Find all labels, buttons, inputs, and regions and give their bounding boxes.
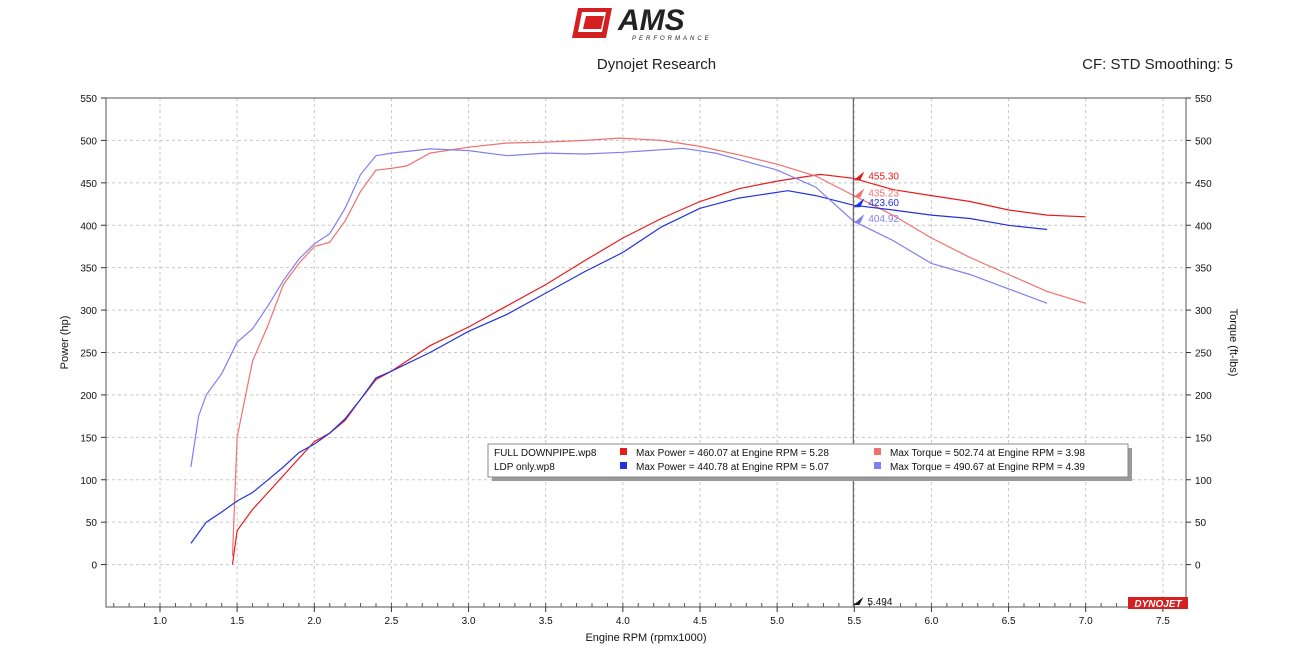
x-tick-label: 5.5: [847, 616, 861, 627]
legend-torque-text: Max Torque = 502.74 at Engine RPM = 3.98: [890, 448, 1085, 459]
y2-tick-label: 0: [1195, 561, 1201, 572]
cursor-rpm-label: 5.494: [867, 597, 892, 608]
svg-text:PERFORMANCE: PERFORMANCE: [632, 36, 712, 42]
y-tick-label: 50: [86, 518, 98, 529]
cursor-readout-label: 404.92: [868, 214, 899, 225]
ams-performance-logo: AMS PERFORMANCE: [572, 4, 712, 42]
cursor-rpm-marker: [853, 597, 864, 605]
cursor-readout-label: 423.60: [868, 198, 899, 209]
x-tick-label: 2.0: [307, 616, 321, 627]
x-tick-label: 4.0: [616, 616, 630, 627]
legend-power-swatch: [620, 462, 627, 469]
y-tick-label: 400: [80, 221, 97, 232]
grid: [106, 97, 1186, 607]
series-full-downpipe-torque-line: [231, 137, 1086, 557]
x-tick-label: 5.0: [770, 616, 784, 627]
x-tick-label: 6.0: [924, 616, 938, 627]
series-ldp-only-power-line: [190, 190, 1048, 544]
y-axis-title: Power (hp): [59, 316, 71, 370]
series-lines: [190, 137, 1086, 565]
legend: FULL DOWNPIPE.wp8 Max Power = 460.07 at E…: [487, 443, 1132, 481]
y-tick-label: 300: [80, 306, 97, 317]
legend-torque-text: Max Torque = 490.67 at Engine RPM = 4.39: [890, 462, 1085, 473]
x-tick-label: 2.5: [384, 616, 398, 627]
x-tick-label: 6.5: [1002, 616, 1016, 627]
x-tick-label: 3.5: [539, 616, 553, 627]
cf-smoothing-label: CF: STD Smoothing: 5: [1082, 56, 1233, 73]
y2-tick-label: 350: [1195, 264, 1212, 275]
y2-tick-label: 200: [1195, 391, 1212, 402]
y2-tick-label: 450: [1195, 179, 1212, 190]
svg-text:AMS: AMS: [617, 4, 685, 37]
cursor-readout-marker: [853, 171, 865, 181]
cursor-readout-marker: [853, 214, 865, 224]
y2-axis-title: Torque (ft-lbs): [1227, 309, 1239, 377]
y2-tick-label: 100: [1195, 476, 1212, 487]
series-ldp-only-torque-line: [190, 147, 1048, 468]
x-tick-label: 7.5: [1156, 616, 1170, 627]
legend-torque-swatch: [874, 448, 881, 455]
x-tick-label: 7.0: [1079, 616, 1093, 627]
y2-tick-label: 300: [1195, 306, 1212, 317]
legend-power-text: Max Power = 460.07 at Engine RPM = 5.28: [636, 448, 829, 459]
x-tick-label: 3.0: [462, 616, 476, 627]
chart-title: Dynojet Research: [596, 56, 717, 73]
y-tick-label: 250: [80, 349, 97, 360]
y-tick-label: 350: [80, 264, 97, 275]
cursor-readout-label: 435.23: [868, 188, 899, 199]
cursor-readout-label: 455.30: [868, 171, 899, 182]
x-tick-label: 1.5: [230, 616, 244, 627]
y2-tick-label: 500: [1195, 136, 1212, 147]
y-tick-label: 550: [80, 94, 97, 105]
y-tick-label: 150: [80, 433, 97, 444]
cursor-readout-marker: [853, 188, 865, 198]
legend-power-text: Max Power = 440.78 at Engine RPM = 5.07: [636, 462, 829, 473]
y2-tick-label: 250: [1195, 349, 1212, 360]
y-tick-label: 200: [80, 391, 97, 402]
y-tick-label: 500: [80, 136, 97, 147]
y2-tick-label: 400: [1195, 221, 1212, 232]
watermark-text: DYNOJET: [1134, 599, 1182, 610]
y2-tick-label: 550: [1195, 94, 1212, 105]
watermark-bg: [1128, 597, 1188, 609]
y2-tick-label: 150: [1195, 433, 1212, 444]
x-tick-label: 1.0: [153, 616, 167, 627]
x-axis-title: Engine RPM (rpmx1000): [585, 632, 706, 644]
legend-torque-swatch: [874, 462, 881, 469]
legend-power-swatch: [620, 448, 627, 455]
axis-ticks: 1.0 1.5 2.0 2.5 3.0 3.5 4.0 4.5 5.0 5.5 6.0 6.5 7.0 7…: [80, 94, 1212, 627]
legend-file-name: FULL DOWNPIPE.wp8: [494, 448, 597, 459]
x-tick-label: 4.5: [693, 616, 707, 627]
series-full-downpipe-power-line: [231, 173, 1086, 565]
y-tick-label: 100: [80, 476, 97, 487]
legend-box: [487, 443, 1129, 478]
y-tick-label: 450: [80, 179, 97, 190]
y-tick-label: 0: [91, 561, 97, 572]
y2-tick-label: 50: [1195, 518, 1207, 529]
cursor-readout-marker: [853, 198, 865, 208]
legend-file-name: LDP only.wp8: [494, 462, 555, 473]
dynojet-watermark: DYNOJET: [1128, 597, 1188, 610]
